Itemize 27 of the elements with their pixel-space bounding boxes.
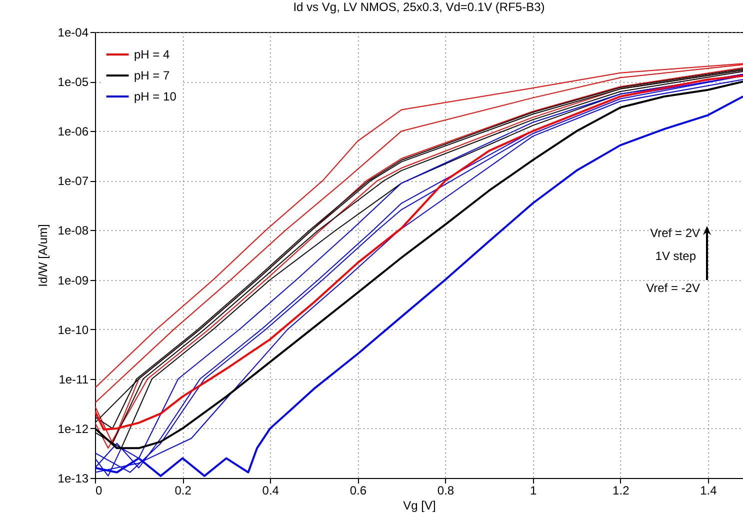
y-tick-label: 1e-07 bbox=[58, 174, 89, 188]
y-tick-label: 1e-11 bbox=[58, 372, 89, 386]
y-tick-label: 1e-08 bbox=[58, 224, 89, 238]
x-tick-label: 0.2 bbox=[174, 484, 192, 498]
x-axis-title: Vg [V] bbox=[403, 498, 436, 512]
annotation: Vref = -2V bbox=[646, 281, 700, 295]
x-tick-label: 1.2 bbox=[612, 484, 630, 498]
annotation: Vref = 2V bbox=[650, 226, 700, 240]
chart-title: Id vs Vg, LV NMOS, 25x0.3, Vd=0.1V (RF5-B3) bbox=[293, 0, 545, 14]
y-tick-label: 1e-06 bbox=[58, 124, 89, 139]
x-tick-label: 1 bbox=[530, 484, 537, 498]
y-tick-label: 1e-10 bbox=[58, 322, 89, 337]
x-tick-label: 0.6 bbox=[350, 484, 367, 498]
x-tick-label: 1.4 bbox=[700, 484, 718, 498]
y-tick-label: 1e-13 bbox=[58, 472, 89, 486]
x-tick-label: 0.4 bbox=[262, 484, 280, 498]
legend-label: pH = 10 bbox=[134, 90, 177, 104]
y-tick-label: 1e-04 bbox=[58, 26, 89, 40]
x-tick-label: 0 bbox=[96, 484, 102, 498]
x-tick-label: 0.8 bbox=[437, 484, 454, 498]
legend-label: pH = 7 bbox=[134, 68, 170, 82]
legend-label: pH = 4 bbox=[134, 48, 170, 62]
y-tick-label: 1e-05 bbox=[58, 75, 89, 90]
y-tick-label: 1e-12 bbox=[58, 422, 89, 436]
y-axis-title: Id/W [A/um] bbox=[36, 224, 50, 287]
annotation: 1V step bbox=[655, 249, 696, 263]
y-tick-label: 1e-09 bbox=[58, 273, 89, 288]
